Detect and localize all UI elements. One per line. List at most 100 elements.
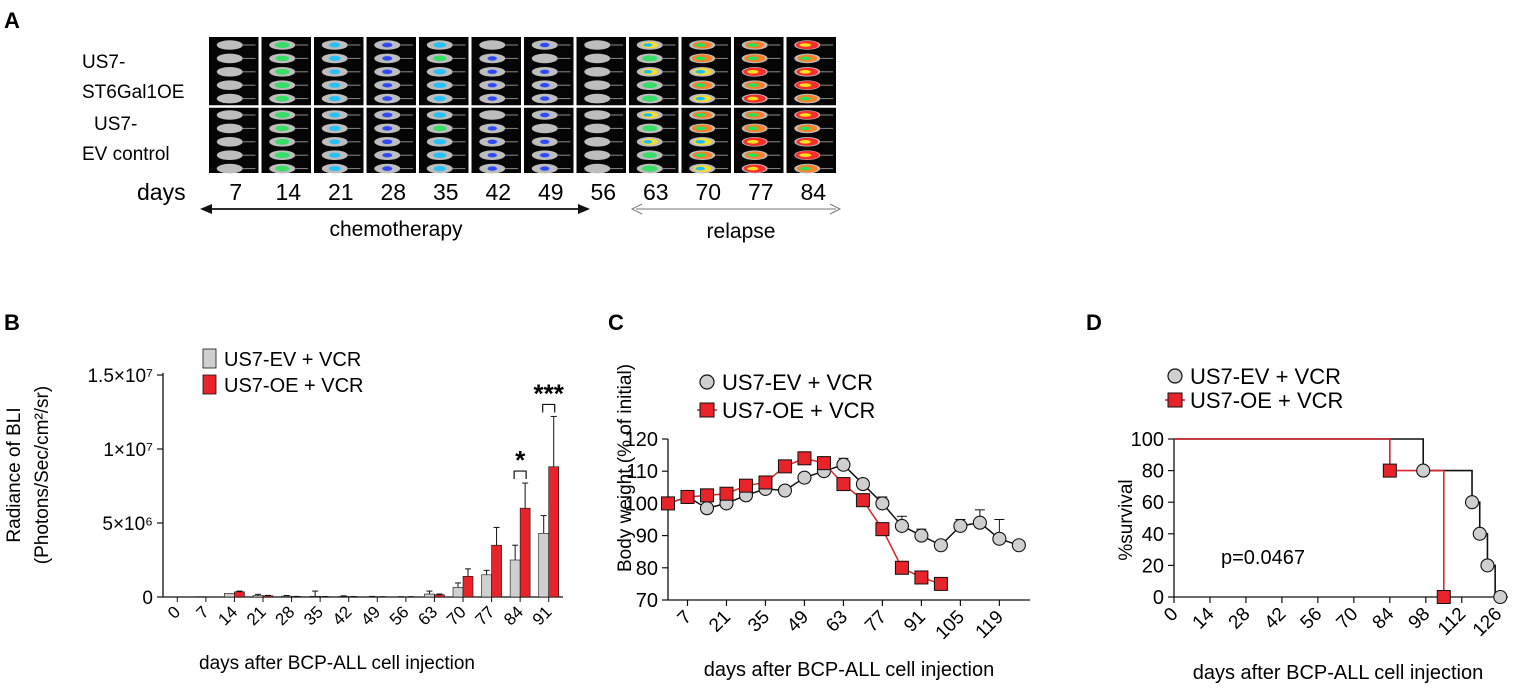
- c-oe-marker: [797, 451, 812, 466]
- c-ytick-label: 80: [636, 558, 658, 580]
- b-xtick-label: 77: [472, 602, 499, 629]
- panel-c-letter: C: [608, 310, 624, 335]
- mouse-silhouette: [584, 123, 611, 134]
- d-xtick-label: 70: [1333, 604, 1363, 634]
- bli-signal: [432, 125, 447, 132]
- bli-signal-core: [747, 83, 759, 87]
- mouse-silhouette: [216, 137, 243, 147]
- d-ev-marker: [1493, 589, 1508, 605]
- day-label-21: 21: [328, 179, 354, 205]
- mouse-silhouette: [584, 110, 611, 120]
- c-ytick-label: 110: [626, 461, 658, 483]
- b-bar: [224, 592, 235, 598]
- bli-signal: [329, 82, 341, 88]
- bli-signal: [382, 152, 393, 158]
- c-ylabel: Body weight (% of initial): [615, 364, 636, 572]
- bli-signal: [274, 152, 290, 159]
- c-ev-marker: [972, 515, 987, 530]
- bli-signal: [433, 42, 447, 48]
- bli-signal: [274, 82, 290, 89]
- day-label-14: 14: [275, 179, 301, 205]
- b-bar: [281, 595, 292, 598]
- bli-signal-core: [747, 56, 759, 61]
- c-ev-marker: [855, 477, 870, 492]
- b-bar: [252, 595, 264, 598]
- mouse-silhouette: [216, 163, 243, 174]
- b-legend-ev-label: US7-EV + VCR: [224, 349, 361, 371]
- bli-signal-core: [695, 70, 706, 74]
- bli-signal-core: [747, 166, 759, 171]
- b-significance-label: *: [515, 445, 526, 475]
- survival-chart: %survival days after BCP-ALL cell inject…: [1116, 364, 1508, 684]
- mouse-silhouette: [479, 40, 506, 50]
- bli-signal-core: [643, 70, 653, 74]
- b-xtick-label: 63: [414, 602, 441, 629]
- bli-signal-core: [747, 126, 759, 131]
- b-xtick-label: 28: [272, 602, 299, 629]
- c-xtick-label: 49: [783, 607, 813, 637]
- d-ylabel: %survival: [1116, 479, 1137, 560]
- bli-signal: [540, 96, 550, 101]
- mouse-silhouette: [216, 67, 243, 77]
- panel-a-letter: A: [4, 8, 20, 33]
- bli-signal: [329, 139, 341, 145]
- bli-signal: [382, 69, 393, 75]
- bli-signal: [275, 55, 289, 62]
- c-oe-marker: [758, 475, 773, 490]
- c-legend-ev-label: US7-EV + VCR: [722, 370, 873, 395]
- c-xtick-label: 21: [705, 607, 735, 637]
- relapse-arrow-right-head: [829, 203, 842, 215]
- b-significance-bracket: [542, 403, 556, 413]
- d-ytick-label: 20: [1142, 555, 1164, 577]
- bli-signal: [433, 112, 447, 118]
- b-legend-oe-swatch: [202, 374, 217, 395]
- c-oe-marker: [894, 560, 909, 575]
- bli-signal: [433, 95, 446, 102]
- bli-signal: [275, 138, 290, 145]
- bar-chart-bli: Radiance of BLI (Photons/Sec/cm²/sr) day…: [4, 348, 565, 674]
- b-bar: [509, 559, 521, 598]
- mouse-silhouette: [216, 110, 243, 120]
- d-xtick-label: 56: [1297, 604, 1327, 634]
- mouse-silhouette: [216, 93, 243, 104]
- bli-signal: [433, 69, 447, 75]
- bli-signal: [641, 95, 658, 102]
- d-ytick-label: 80: [1142, 461, 1164, 483]
- c-ev-marker: [875, 496, 890, 511]
- c-xtick-label: 63: [822, 607, 852, 637]
- bli-signal: [328, 96, 341, 102]
- bli-signal-core: [799, 153, 812, 157]
- b-bar: [234, 591, 245, 598]
- bli-signal: [539, 152, 550, 158]
- d-xtick-label: 14: [1189, 603, 1219, 633]
- row-label-ev-line2: EV control: [82, 144, 170, 165]
- bli-signal: [487, 153, 497, 158]
- c-ev-marker: [953, 518, 968, 533]
- day-label-56: 56: [590, 179, 616, 205]
- bli-signal: [329, 42, 341, 48]
- d-ytick-label: 60: [1142, 492, 1164, 514]
- bli-signal-core: [643, 113, 653, 117]
- d-legend: US7-EV + VCR US7-OE + VCR: [1165, 364, 1343, 413]
- bli-signal-core: [799, 140, 811, 144]
- bli-signal: [540, 112, 550, 118]
- c-legend-oe-label: US7-OE + VCR: [722, 398, 875, 423]
- bli-signal-core: [695, 113, 706, 117]
- c-xlabel: days after BCP-ALL cell injection: [704, 659, 995, 681]
- bli-signal-core: [695, 83, 706, 87]
- bli-signal: [433, 82, 447, 88]
- bli-signal-core: [800, 126, 811, 131]
- mouse-silhouette: [531, 123, 558, 134]
- day-label-35: 35: [433, 179, 459, 205]
- b-xtick-label: 14: [214, 602, 241, 629]
- bli-signal-core: [747, 153, 759, 157]
- b-bar: [309, 595, 321, 598]
- mouse-silhouette: [584, 80, 611, 90]
- c-ytick-label: 70: [636, 590, 658, 612]
- bli-signal-core: [746, 140, 759, 144]
- b-bar: [538, 533, 550, 598]
- mouse-silhouette: [216, 53, 243, 64]
- bli-signal-core: [747, 96, 759, 101]
- bli-signal-core: [799, 96, 811, 101]
- mouse-silhouette: [479, 110, 506, 120]
